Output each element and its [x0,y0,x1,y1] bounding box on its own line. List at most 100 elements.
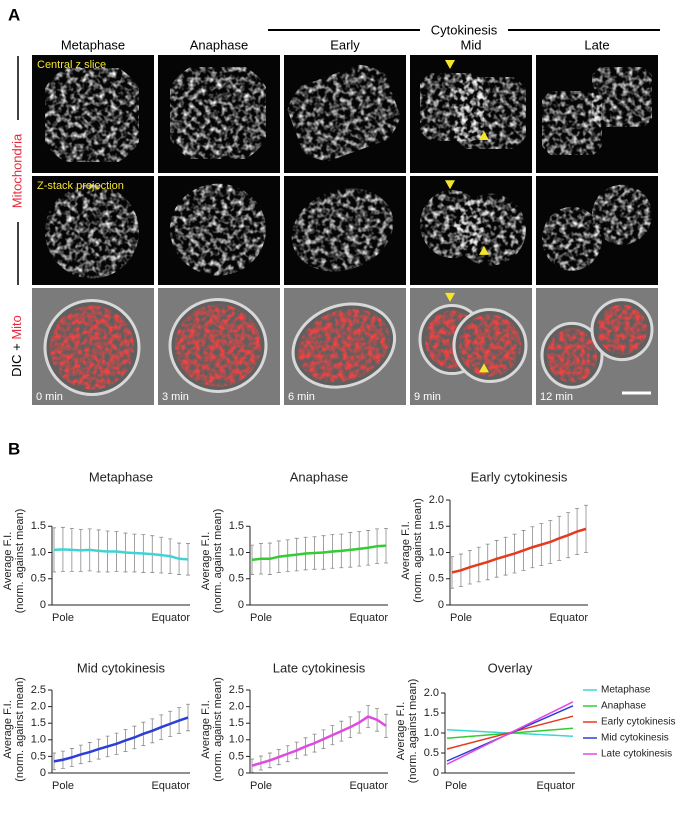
cell-group [163,60,273,166]
column-label: Early [330,37,360,52]
y-tick-label: 1.0 [31,546,46,558]
y-tick-label: 0 [40,767,46,779]
y-axis-label: (norm. against mean) [14,509,26,614]
y-axis-label: Average F.I. [200,700,212,759]
y-axis-label: Average F.I. [2,532,14,591]
arrowhead [445,60,455,69]
y-axis-label: (norm. against mean) [407,679,419,784]
cell-group [540,298,654,389]
cell-mito [547,328,597,383]
arrowhead [479,363,489,373]
y-tick-label: 1.5 [31,717,46,729]
x-end-label: Equator [349,780,388,792]
y-tick-label: 0 [433,767,439,779]
y-tick-label: 1.0 [429,546,444,558]
cell [592,184,652,245]
chart-title: Overlay [488,660,533,675]
y-tick-label: 1.5 [31,520,46,532]
y-tick-label: 2.0 [429,494,444,506]
cell-mito [298,308,390,383]
y-axis-label: (norm. against mean) [14,677,26,782]
y-tick-label: 1.0 [424,727,439,739]
series-line [446,701,574,765]
image-grid: Metaphase 0 min Anaphase 3 min Early 6 min Mid… [32,37,658,405]
row-label: DIC + Mito [9,315,24,377]
y-axis-label: Average F.I. [200,532,212,591]
cell-group [45,184,139,279]
time-label: 6 min [288,391,315,403]
y-axis-label: (norm. against mean) [412,498,424,603]
y-tick-label: 1.5 [429,520,444,532]
x-end-label: Equator [349,612,388,624]
arrowhead [445,292,455,302]
x-start-label: Pole [450,612,472,624]
chart-title: Late cytokinesis [273,660,366,675]
cell [454,193,526,266]
cell-group [291,188,394,272]
y-tick-label: 0.5 [31,573,46,585]
arrowhead [479,245,489,255]
cell [542,206,602,271]
time-label: 12 min [540,391,573,403]
x-start-label: Pole [52,612,74,624]
cell-mito [50,305,134,390]
row-label-dic: DIC + [9,343,24,377]
series-line [53,716,189,763]
cell-ring [163,60,273,166]
legend-label: Anaphase [601,701,646,712]
y-tick-label: 1.5 [229,520,244,532]
series-line [251,544,387,562]
y-tick-label: 0 [238,599,244,611]
legend-label: Metaphase [601,685,651,696]
cell-mito [459,314,521,377]
group-label: Cytokinesis [431,22,498,37]
legend-label: Late cytokinesis [601,749,672,760]
cell-group [420,190,526,266]
column-label: Mid [461,37,482,52]
cell-mito [597,304,647,355]
panel-label: B [8,439,20,458]
y-tick-label: 2.5 [229,684,244,696]
chart-title: Metaphase [89,469,153,484]
series-line [251,715,387,767]
x-end-label: Equator [549,612,588,624]
cell-group [536,60,658,162]
y-tick-label: 0 [438,599,444,611]
y-tick-label: 1.0 [229,734,244,746]
arrowhead [445,180,455,190]
cell [291,188,394,272]
time-label: 3 min [162,391,189,403]
image-label: Central z slice [37,59,106,71]
legend-label: Mid cytokinesis [601,733,669,744]
cell [45,184,139,279]
y-tick-label: 2.5 [31,684,46,696]
x-start-label: Pole [52,780,74,792]
y-tick-label: 0 [40,599,46,611]
legend-label: Early cytokinesis [601,717,675,728]
x-start-label: Pole [250,780,272,792]
x-start-label: Pole [445,780,467,792]
y-tick-label: 1.5 [229,717,244,729]
y-axis-label: (norm. against mean) [212,509,224,614]
y-tick-label: 1.5 [424,707,439,719]
cell-group [168,298,268,394]
y-tick-label: 0 [238,767,244,779]
chart-title: Early cytokinesis [471,469,568,484]
time-label: 9 min [414,391,441,403]
y-tick-label: 0.5 [229,573,244,585]
y-tick-label: 2.0 [424,687,439,699]
cell-ring [447,70,532,156]
y-tick-label: 0.5 [424,747,439,759]
y-tick-label: 0.5 [31,750,46,762]
y-axis-label: Average F.I. [395,702,407,761]
y-tick-label: 0.5 [429,573,444,585]
cell-group [418,304,528,384]
x-start-label: Pole [250,612,272,624]
cell-ring [38,61,146,169]
cell-group [542,184,652,271]
cell-group [170,183,266,276]
column-label: Anaphase [190,37,249,52]
y-axis-label: (norm. against mean) [212,677,224,782]
cell-group [38,61,146,169]
